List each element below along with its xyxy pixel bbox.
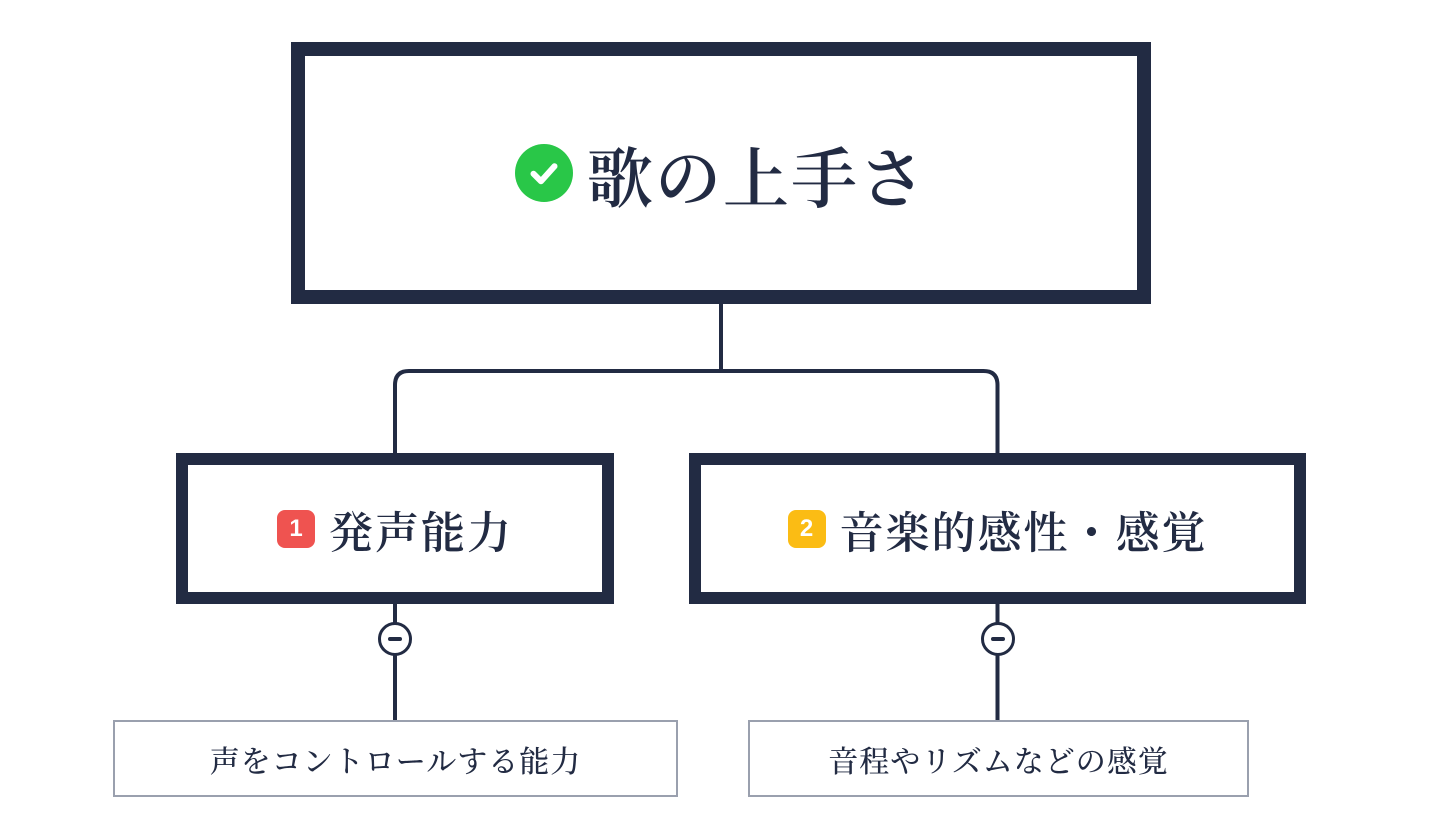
desc-box-left: 声をコントロールする能力 bbox=[113, 720, 678, 797]
check-circle-icon bbox=[515, 144, 573, 202]
child-node-left: 1 発声能力 bbox=[176, 453, 614, 604]
desc-box-right: 音程やリズムなどの感覚 bbox=[748, 720, 1249, 797]
desc-right-text: 音程やリズムなどの感覚 bbox=[828, 737, 1168, 781]
child-right-title: 音楽的感性・感覚 bbox=[840, 497, 1208, 561]
minus-icon bbox=[981, 622, 1015, 656]
diagram-canvas: 歌の上手さ 1 発声能力 2 音楽的感性・感覚 声をコントロールする能力 音程や… bbox=[0, 0, 1442, 836]
child-node-right: 2 音楽的感性・感覚 bbox=[689, 453, 1306, 604]
minus-icon bbox=[378, 622, 412, 656]
desc-left-text: 声をコントロールする能力 bbox=[210, 737, 581, 781]
badge-2-icon: 2 bbox=[788, 510, 826, 548]
root-title: 歌の上手さ bbox=[587, 126, 927, 221]
child-left-title: 発声能力 bbox=[329, 497, 513, 561]
badge-1-icon: 1 bbox=[277, 510, 315, 548]
root-node: 歌の上手さ bbox=[291, 42, 1151, 304]
